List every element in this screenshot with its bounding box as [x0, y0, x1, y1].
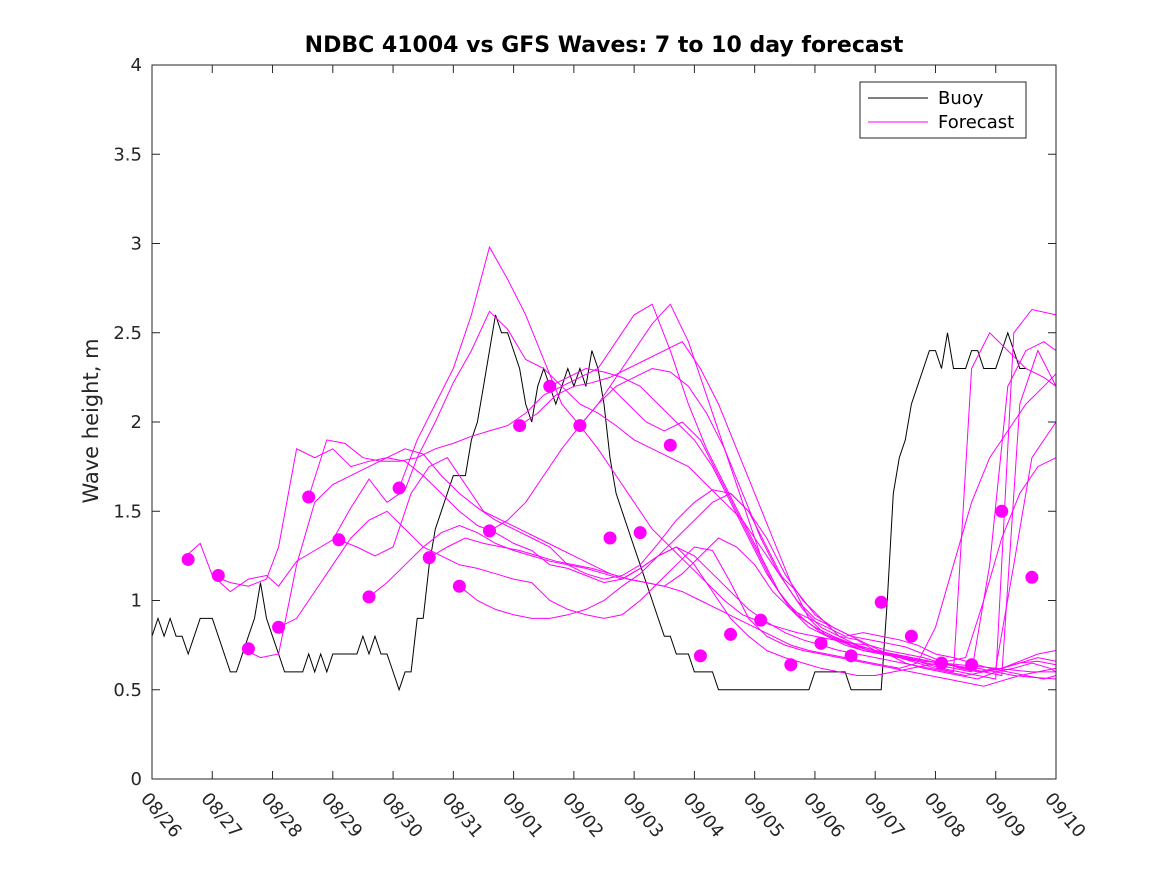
- x-tick-label: 09/09: [980, 789, 1029, 842]
- forecast-marker: [543, 379, 557, 393]
- forecast-marker: [844, 649, 858, 663]
- forecast-marker: [392, 481, 406, 495]
- forecast-series-line: [181, 310, 1057, 680]
- forecast-series-line: [609, 331, 1057, 673]
- forecast-series-line: [278, 510, 1057, 687]
- forecast-series-line: [519, 341, 1057, 673]
- forecast-series-line: [489, 367, 1057, 673]
- x-tick-label: 08/30: [377, 789, 426, 842]
- x-tick-label: 08/31: [438, 789, 487, 842]
- forecast-marker: [362, 590, 376, 604]
- legend-box: [859, 81, 1027, 139]
- legend-buoy-label: Buoy: [938, 88, 984, 109]
- x-tick-label: 09/01: [498, 789, 547, 842]
- y-tick-label: 0.5: [113, 680, 142, 701]
- forecast-series-line: [338, 457, 1057, 680]
- forecast-marker: [934, 656, 948, 670]
- forecast-marker: [452, 579, 466, 593]
- y-tick-label: 1.5: [113, 501, 142, 522]
- forecast-series-line: [579, 303, 1057, 680]
- x-tick-label: 08/28: [257, 789, 306, 842]
- forecast-marker: [513, 419, 527, 433]
- forecast-marker: [633, 526, 647, 540]
- y-tick-label: 0: [131, 769, 142, 790]
- legend-forecast-label: Forecast: [938, 112, 1014, 133]
- x-tick-label: 09/03: [618, 789, 667, 842]
- chart-title: NDBC 41004 vs GFS Waves: 7 to 10 day for…: [305, 33, 904, 58]
- forecast-series-line: [459, 457, 1057, 676]
- forecast-marker: [724, 627, 738, 641]
- x-tick-label: 09/06: [799, 789, 848, 842]
- forecast-series-line: [368, 524, 1057, 677]
- forecast-marker: [211, 569, 225, 583]
- forecast-marker: [814, 636, 828, 650]
- forecast-marker: [302, 490, 316, 504]
- x-tick-label: 08/26: [136, 789, 185, 842]
- y-axis-label: Wave height, m: [79, 338, 103, 503]
- forecast-marker: [181, 552, 195, 566]
- x-tick-label: 09/10: [1040, 789, 1089, 842]
- forecast-marker: [272, 620, 286, 634]
- forecast-marker: [482, 524, 496, 538]
- x-tick-label: 09/07: [859, 789, 908, 842]
- x-tick-label: 09/04: [679, 789, 728, 842]
- forecast-marker: [754, 613, 768, 627]
- forecast-marker: [332, 533, 346, 547]
- forecast-marker: [573, 419, 587, 433]
- x-tick-label: 09/02: [558, 789, 607, 842]
- x-tick-label: 09/08: [920, 789, 969, 842]
- forecast-marker: [1025, 570, 1039, 584]
- forecast-marker: [693, 649, 707, 663]
- legend: Buoy Forecast: [859, 81, 1027, 139]
- y-tick-label: 2: [131, 412, 142, 433]
- forecast-marker: [904, 629, 918, 643]
- forecast-series-line: [428, 373, 1057, 669]
- x-tick-label: 08/29: [317, 789, 366, 842]
- forecast-marker: [965, 658, 979, 672]
- forecast-series-line: [549, 349, 1057, 677]
- forecast-marker: [241, 642, 255, 656]
- y-tick-label: 1: [131, 591, 142, 612]
- series-layer: [151, 245, 1057, 692]
- y-tick-label: 3.5: [113, 144, 142, 165]
- x-tick-label: 08/27: [196, 789, 245, 842]
- buoy-series-line: [151, 314, 1026, 692]
- forecast-series-line: [308, 303, 1056, 673]
- y-tick-label: 3: [131, 234, 142, 255]
- forecast-marker: [603, 531, 617, 545]
- forecast-marker: [422, 551, 436, 565]
- forecast-marker: [663, 438, 677, 452]
- x-tick-label: 09/05: [739, 789, 788, 842]
- forecast-marker: [784, 658, 798, 672]
- marker-layer: [181, 379, 1039, 672]
- y-tick-label: 4: [131, 55, 142, 76]
- forecast-marker: [874, 595, 888, 609]
- forecast-marker: [995, 504, 1009, 518]
- y-tick-label: 2.5: [113, 323, 142, 344]
